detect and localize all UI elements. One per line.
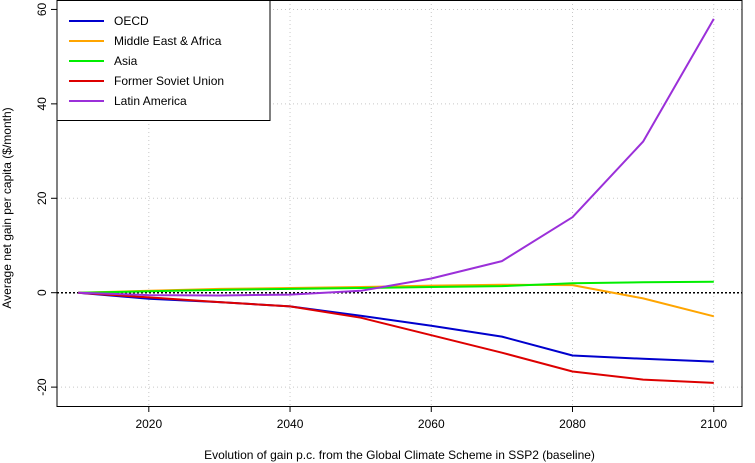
y-tick-label: 20 (35, 191, 49, 205)
series-line-2 (78, 280, 714, 294)
y-axis-title: Average net gain per capita ($/month) (0, 107, 14, 308)
legend-label: Former Soviet Union (114, 74, 224, 88)
legend: OECD Middle East & Africa Asia Former Sovie… (56, 0, 271, 121)
x-tick-label: 2040 (277, 417, 304, 431)
x-axis: 2020 2040 2060 2080 2100 (135, 406, 727, 431)
y-axis: -20 0 20 40 60 (35, 2, 57, 396)
plot-frame (56, 0, 743, 407)
legend-label: Middle East & Africa (114, 34, 222, 48)
y-tick-label: 60 (35, 2, 49, 16)
y-tick-label: -20 (35, 378, 49, 396)
legend-label: OECD (114, 14, 149, 28)
legend-label: Latin America (114, 94, 187, 108)
x-tick-label: 2020 (135, 417, 162, 431)
series-line-4 (78, 18, 715, 297)
x-tick-label: 2060 (418, 417, 445, 431)
x-tick-label: 2100 (700, 417, 727, 431)
series-line-3 (78, 291, 714, 384)
legend-label: Asia (114, 54, 138, 68)
y-tick-label: 0 (35, 289, 49, 296)
x-tick-label: 2080 (559, 417, 586, 431)
series-lines (78, 18, 715, 384)
y-tick-label: 40 (35, 97, 49, 111)
x-axis-title: Evolution of gain p.c. from the Global C… (204, 448, 595, 462)
